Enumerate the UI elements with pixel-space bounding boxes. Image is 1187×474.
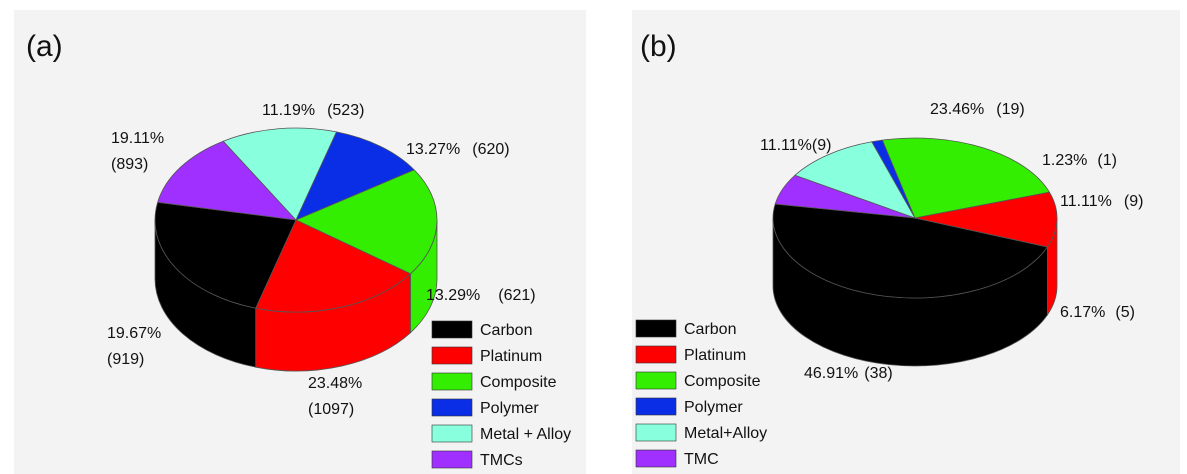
pie-slice-metal-alloy [794, 141, 916, 219]
pie-slice-carbon [154, 201, 297, 309]
slice-label-platinum: 19.67% (919) [107, 325, 161, 368]
slice-label-tmc: 6.17% (5) [1060, 304, 1135, 321]
legend-label-carbon: Carbon [480, 322, 532, 339]
panel-label: (b) [640, 30, 677, 63]
pie-slice-platinum [914, 191, 1058, 248]
legend-swatch-composite [635, 371, 677, 390]
legend-swatch-metal-alloy [635, 423, 677, 442]
legend-swatch-tmc [635, 449, 677, 468]
pie-chart-b: (b) 23.46% (19) 11.11%(9) 1.23% (1) 11.11% (9) 6… [635, 30, 1143, 468]
pie-slice-carbon [772, 203, 1049, 299]
legend-swatch-polymer [635, 397, 677, 416]
slice-label-platinum: 11.11%(9) [760, 137, 831, 154]
panel-label: (a) [26, 30, 63, 63]
legend-label-platinum: Platinum [480, 348, 542, 365]
pie-slice-polymer [295, 131, 415, 221]
legend-swatch-platinum [635, 345, 677, 364]
legend-swatch-carbon [431, 320, 473, 339]
legend: Carbon Platinum Composite Polymer Metal+Allo… [635, 319, 767, 468]
pie-slice-composite [881, 137, 1051, 219]
legend-label-composite: Composite [684, 373, 761, 390]
pie-top [154, 127, 438, 313]
legend-label-metal-alloy: Metal+Alloy [684, 425, 767, 442]
pie-slice-metal-alloy [222, 127, 338, 221]
legend-swatch-carbon [635, 319, 677, 338]
legend-swatch-platinum [431, 346, 473, 365]
legend-swatch-composite [431, 372, 473, 391]
slice-label-tmcs: 13.29% (621) [426, 287, 536, 304]
slice-label-composite: 19.11% (893) [111, 130, 164, 173]
pie-top [772, 137, 1058, 299]
panel-a: (a) 11.19% (523) 13.27% (620) 19.11% (893) 13.2… [14, 10, 586, 474]
legend-label-tmcs: TMCs [480, 452, 523, 469]
pie-chart-a: (a) 11.19% (523) 13.27% (620) 19.11% (893) 13.2… [26, 30, 571, 469]
legend-label-composite: Composite [480, 374, 557, 391]
slice-label-polymer: 1.23% (1) [1042, 152, 1117, 169]
legend-swatch-metal-alloy [431, 424, 473, 443]
legend-label-metal-alloy: Metal + Alloy [480, 426, 571, 443]
legend: Carbon Platinum Composite Polymer Metal + Al… [431, 320, 571, 469]
slice-label-polymer: 11.19% (523) [262, 102, 364, 119]
pie-slice-composite [295, 169, 438, 275]
legend-label-carbon: Carbon [684, 321, 736, 338]
pie-slice-tmcs [157, 140, 298, 221]
slice-label-carbon: 46.91% (38) [804, 365, 893, 382]
legend-label-polymer: Polymer [684, 399, 743, 416]
pie-slice-platinum [255, 219, 412, 313]
slice-label-carbon: 23.48% (1097) [308, 375, 362, 418]
legend-swatch-polymer [431, 398, 473, 417]
legend-label-tmc: TMC [684, 451, 719, 468]
legend-label-polymer: Polymer [480, 400, 539, 417]
panel-b: (b) 23.46% (19) 11.11%(9) 1.23% (1) 11.11% (9) 6… [632, 10, 1180, 474]
slice-label-metal-alloy: 11.11% (9) [1060, 193, 1143, 210]
slice-label-metal-alloy: 13.27% (620) [406, 141, 510, 158]
legend-swatch-tmcs [431, 450, 473, 469]
slice-label-composite: 23.46% (19) [930, 101, 1025, 118]
legend-label-platinum: Platinum [684, 347, 746, 364]
